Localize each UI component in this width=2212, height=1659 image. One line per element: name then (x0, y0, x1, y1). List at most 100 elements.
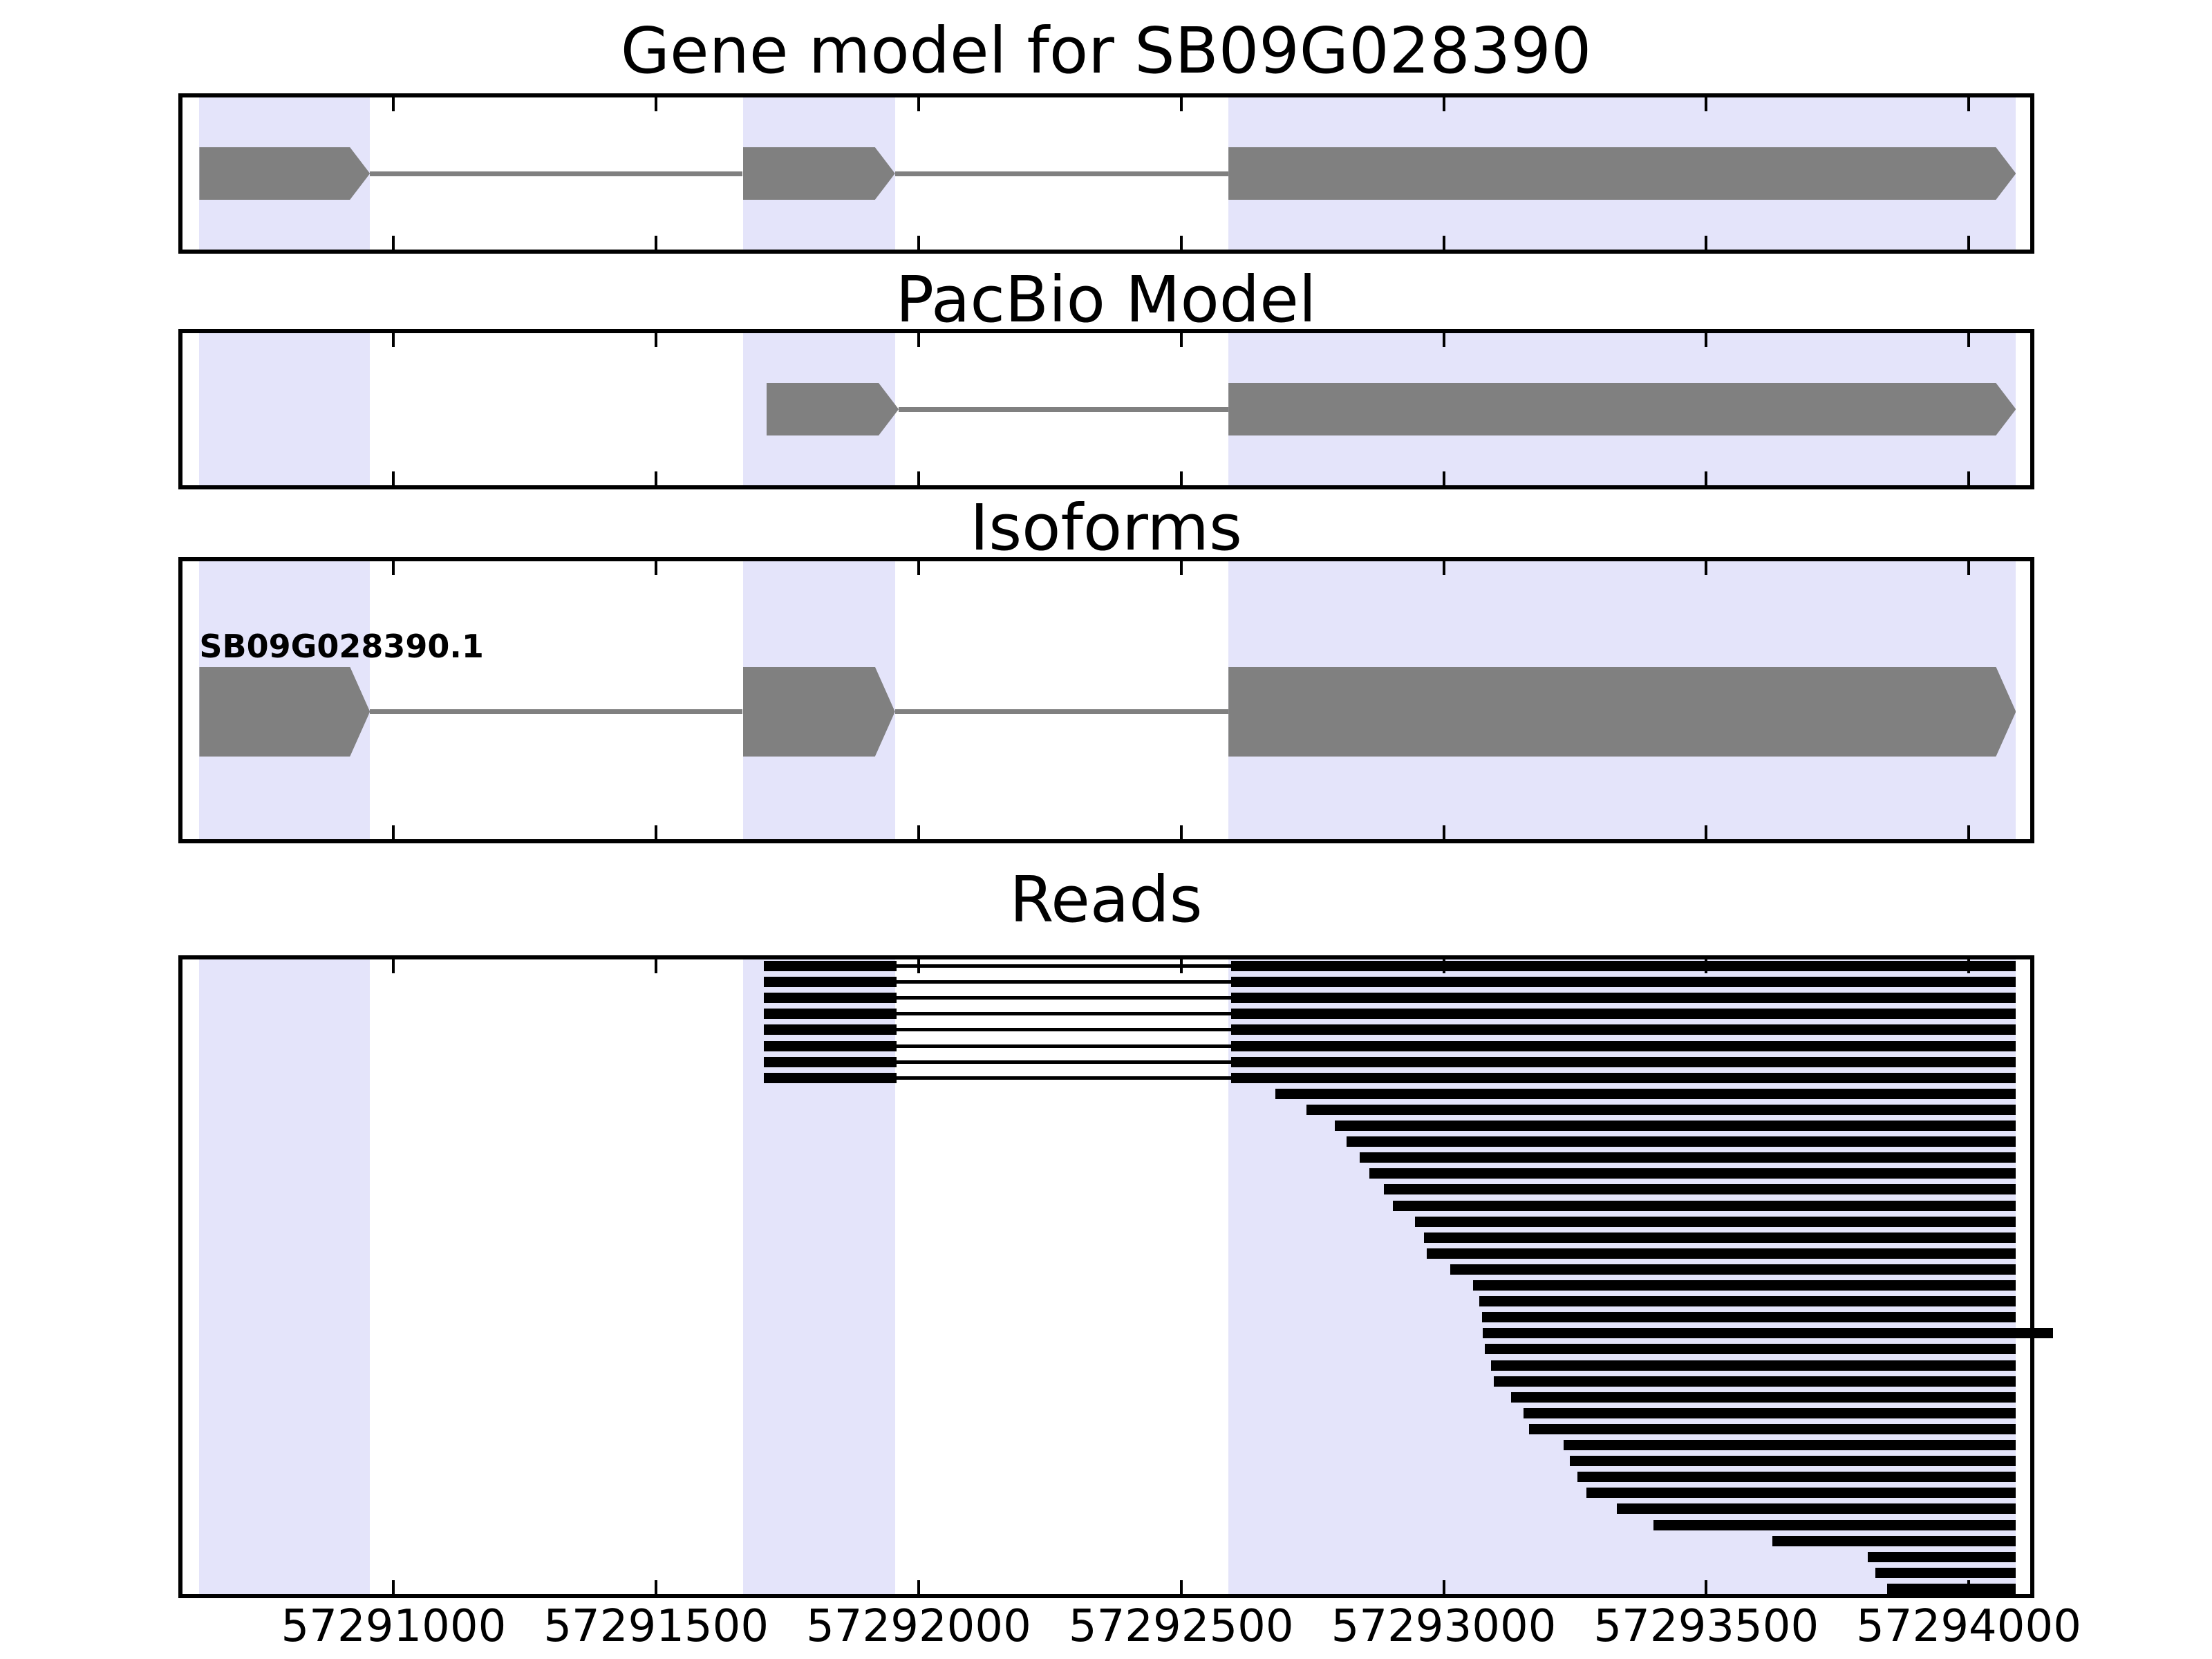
axis-tick-mark (1967, 236, 1971, 254)
axis-tick-mark (1442, 329, 1445, 347)
read-splice-line (897, 1044, 1231, 1048)
axis-tick-mark (1967, 557, 1971, 575)
pacbio-model-title: PacBio Model (895, 263, 1317, 337)
read-bar (1653, 1519, 2016, 1530)
exon-arrow (767, 383, 899, 435)
exon-arrow (743, 147, 895, 200)
axis-tick-mark (392, 1580, 395, 1598)
read-bar (1868, 1551, 2016, 1562)
exon-highlight-band (742, 955, 895, 1598)
exon-arrow (743, 667, 895, 757)
read-splice-line (897, 1028, 1231, 1032)
intron-line (370, 709, 743, 715)
axis-tick-mark (917, 825, 920, 843)
read-exon-block (1230, 1009, 2016, 1020)
exon-arrow (1228, 147, 2016, 200)
read-bar (1528, 1423, 2016, 1434)
axis-tick-mark (917, 93, 920, 111)
x-axis-tick-label: 57291000 (281, 1601, 507, 1652)
exon-highlight-band (199, 329, 371, 489)
read-exon-block (763, 1056, 897, 1067)
isoform-label: SB09G028390.1 (199, 627, 484, 665)
axis-tick-mark (1179, 1580, 1183, 1598)
read-bar (1483, 1328, 2053, 1339)
axis-tick-mark (1705, 236, 1708, 254)
read-exon-block (1230, 1024, 2016, 1035)
read-exon-block (1230, 961, 2016, 971)
read-bar (1427, 1248, 2016, 1259)
axis-tick-mark (655, 93, 658, 111)
read-exon-block (763, 1072, 897, 1083)
read-splice-line (897, 996, 1231, 1000)
read-bar (1334, 1121, 2016, 1131)
axis-tick-mark (1442, 471, 1445, 489)
read-bar (1490, 1360, 2016, 1371)
x-axis-tick-label: 57292500 (1068, 1601, 1294, 1652)
axis-tick-mark (917, 471, 920, 489)
intron-line (894, 171, 1229, 176)
x-axis-tick-label: 57292000 (806, 1601, 1031, 1652)
gene-model-track (178, 93, 2034, 254)
read-bar (1510, 1391, 2016, 1403)
axis-tick-mark (655, 329, 658, 347)
read-bar (1275, 1088, 2016, 1099)
exon-arrow (199, 147, 370, 200)
read-exon-block (763, 1024, 897, 1035)
isoforms-track: SB09G028390.1 (178, 557, 2034, 843)
read-bar (1563, 1440, 2016, 1450)
axis-tick-mark (917, 1580, 920, 1598)
axis-tick-mark (392, 955, 395, 973)
isoforms-title: Isoforms (970, 491, 1242, 565)
read-bar (1450, 1264, 2016, 1275)
axis-tick-mark (655, 557, 658, 575)
intron-line (370, 171, 743, 176)
read-bar (1383, 1184, 2016, 1195)
axis-tick-mark (1705, 471, 1708, 489)
exon-arrow (199, 667, 370, 757)
axis-tick-mark (917, 329, 920, 347)
x-axis-tick-label: 57293500 (1593, 1601, 1819, 1652)
reads-title: Reads (1009, 863, 1203, 937)
x-axis-tick-label: 57294000 (1856, 1601, 2081, 1652)
exon-arrow (1228, 383, 2016, 435)
read-bar (1414, 1216, 2016, 1227)
axis-tick-mark (1179, 93, 1183, 111)
axis-tick-mark (392, 236, 395, 254)
x-axis-tick-label: 57291500 (543, 1601, 769, 1652)
axis-tick-mark (1442, 1580, 1445, 1598)
read-splice-line (897, 1060, 1231, 1064)
gene-model-title: Gene model for SB09G028390 (620, 14, 1592, 88)
read-bar (1523, 1407, 2016, 1418)
read-bar (1577, 1472, 2016, 1483)
read-exon-block (763, 1040, 897, 1051)
read-bar (1359, 1152, 2016, 1163)
axis-tick-mark (917, 236, 920, 254)
read-splice-line (897, 964, 1231, 968)
axis-tick-mark (392, 557, 395, 575)
read-exon-block (1230, 1040, 2016, 1051)
pacbio-model-track (178, 329, 2034, 489)
axis-tick-mark (1705, 329, 1708, 347)
axis-tick-mark (1967, 93, 1971, 111)
axis-tick-mark (1705, 93, 1708, 111)
read-exon-block (763, 961, 897, 971)
intron-line (894, 709, 1229, 715)
read-exon-block (1230, 977, 2016, 988)
read-bar (1473, 1280, 2016, 1291)
axis-tick-mark (1442, 825, 1445, 843)
read-exon-block (1230, 1072, 2016, 1083)
axis-tick-mark (392, 93, 395, 111)
read-splice-line (897, 1012, 1231, 1016)
axis-tick-mark (392, 471, 395, 489)
exon-highlight-band (1228, 955, 2016, 1598)
axis-tick-mark (655, 955, 658, 973)
axis-tick-mark (1967, 329, 1971, 347)
read-bar (1772, 1535, 2016, 1546)
axis-tick-mark (392, 329, 395, 347)
read-bar (1369, 1168, 2016, 1179)
axis-tick-mark (1179, 825, 1183, 843)
read-bar (1479, 1296, 2016, 1307)
read-exon-block (1230, 993, 2016, 1004)
intron-line (899, 406, 1229, 412)
axis-tick-mark (392, 825, 395, 843)
